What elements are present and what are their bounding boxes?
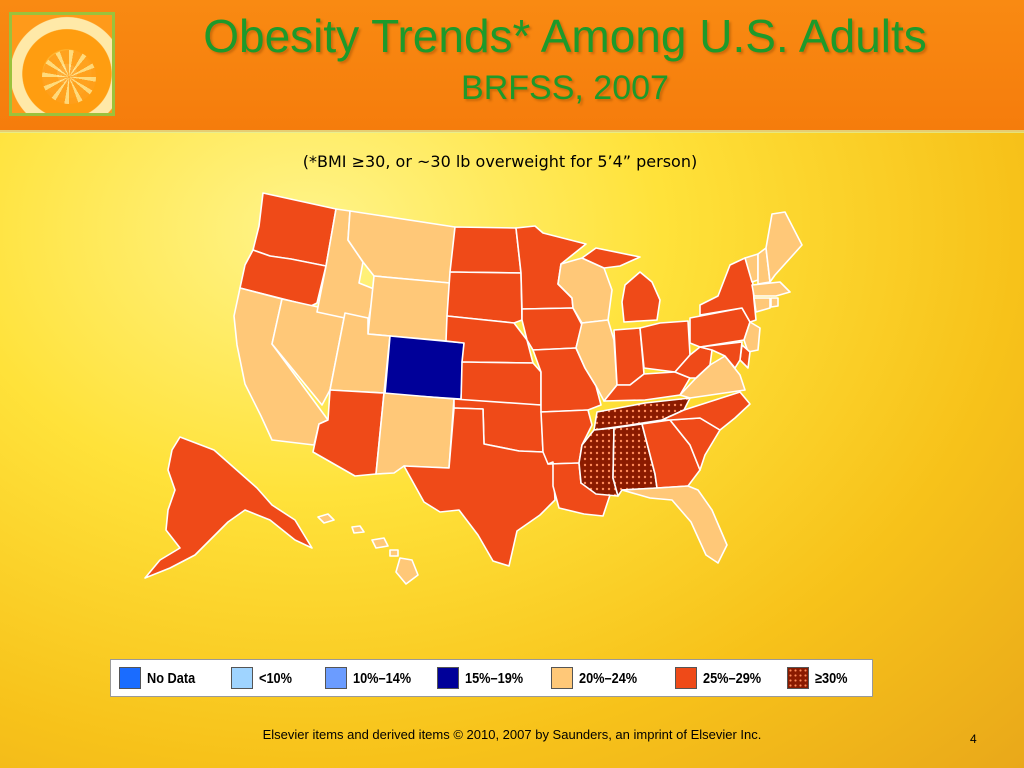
state-rhode-island — [770, 297, 779, 308]
state-indiana — [613, 327, 645, 386]
state-maine — [765, 211, 803, 283]
legend-swatch — [231, 667, 253, 689]
state-massachusetts — [751, 281, 791, 297]
state-pennsylvania — [689, 307, 751, 348]
legend-item-ge30: ≥30% — [787, 666, 853, 690]
legend-swatch — [437, 667, 459, 689]
slide-subtitle: BRFSS, 2007 — [461, 69, 669, 107]
legend-label: <10% — [259, 669, 292, 687]
legend-item-lt10: <10% — [231, 666, 298, 690]
map-legend: No Data <10% 10%–14% 15%–19% 20%–24% 25%–29% ≥… — [110, 659, 873, 697]
legend-item-no-data: No Data — [119, 666, 204, 690]
legend-label: 20%–24% — [579, 669, 638, 687]
legend-swatch — [325, 667, 347, 689]
page-number: 4 — [970, 732, 977, 746]
state-montana — [347, 210, 456, 284]
legend-label: No Data — [147, 669, 196, 687]
state-connecticut — [753, 297, 771, 313]
state-colorado — [384, 335, 465, 400]
state-south-dakota — [446, 271, 523, 324]
legend-label: ≥30% — [815, 669, 848, 687]
title-banner — [0, 0, 1024, 132]
state-florida — [621, 485, 728, 564]
legend-swatch — [119, 667, 141, 689]
legend-label: 15%–19% — [465, 669, 524, 687]
state-west-virginia — [674, 346, 713, 379]
legend-item-c25-29: 25%–29% — [675, 666, 771, 690]
slide-title: Obesity Trends* Among U.S. Adults — [203, 10, 927, 62]
state-hawaii — [317, 513, 419, 585]
legend-swatch — [551, 667, 573, 689]
legend-item-c20-24: 20%–24% — [551, 666, 647, 690]
legend-swatch — [675, 667, 697, 689]
state-kansas — [460, 361, 542, 406]
state-wyoming — [367, 275, 451, 342]
state-michigan — [581, 247, 661, 323]
orange-slice-logo — [9, 12, 115, 116]
state-texas — [403, 407, 556, 567]
copyright-footer: Elsevier items and derived items © 2010,… — [262, 727, 762, 742]
state-new-mexico — [375, 392, 455, 475]
state-oregon — [239, 249, 327, 307]
state-iowa — [521, 307, 583, 351]
legend-label: 25%–29% — [703, 669, 762, 687]
state-alaska — [144, 436, 313, 579]
bmi-footnote: (*BMI ≥30, or ~30 lb overweight for 5’4”… — [302, 152, 698, 171]
state-maryland — [699, 341, 743, 369]
legend-item-c10-14: 10%–14% — [325, 666, 421, 690]
state-north-carolina — [661, 391, 751, 431]
state-north-dakota — [449, 226, 522, 274]
state-new-jersey — [743, 321, 761, 353]
legend-swatch — [787, 667, 809, 689]
legend-item-c15-19: 15%–19% — [437, 666, 533, 690]
banner-divider — [0, 130, 1024, 133]
legend-label: 10%–14% — [353, 669, 412, 687]
